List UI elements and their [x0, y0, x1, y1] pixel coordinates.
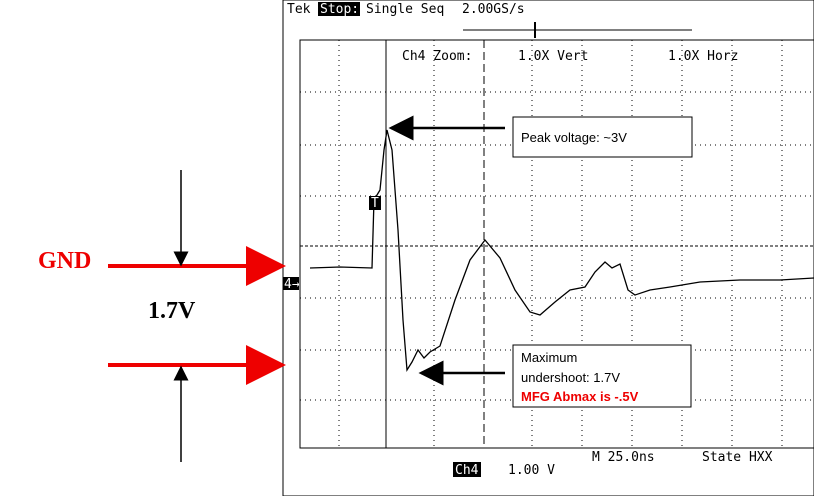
gnd-label: GND [38, 248, 91, 274]
trigger-marker-text: T [371, 196, 379, 211]
header-mode: Single Seq [366, 2, 444, 17]
scope-frame [283, 0, 814, 496]
delta-label: 1.7V [148, 298, 196, 324]
abmax-text: MFG Abmax is -.5V [521, 389, 639, 404]
header-rate: 2.00GS/s [462, 2, 525, 17]
channel-marker-text: 4→ [284, 277, 300, 292]
undershoot-text-1: Maximum [521, 350, 577, 365]
footer-scale: 1.00 V [508, 463, 555, 478]
header-brand: Tek [287, 2, 311, 17]
zoom-vert: 1.0X Vert [518, 49, 588, 64]
zoom-label: Ch4 Zoom: [402, 49, 472, 64]
trigger-state: State HXX [702, 450, 773, 465]
undershoot-text-2: undershoot: 1.7V [521, 370, 620, 385]
timebase: M 25.0ns [592, 450, 655, 465]
zoom-horz: 1.0X Horz [668, 49, 738, 64]
footer-channel: Ch4 [455, 463, 479, 478]
screenshot: Tek Stop: Single Seq 2.00GS/s Ch4 Zoom: … [0, 0, 814, 496]
peak-text: Peak voltage: ~3V [521, 130, 627, 145]
header-status: Stop: [320, 2, 359, 17]
